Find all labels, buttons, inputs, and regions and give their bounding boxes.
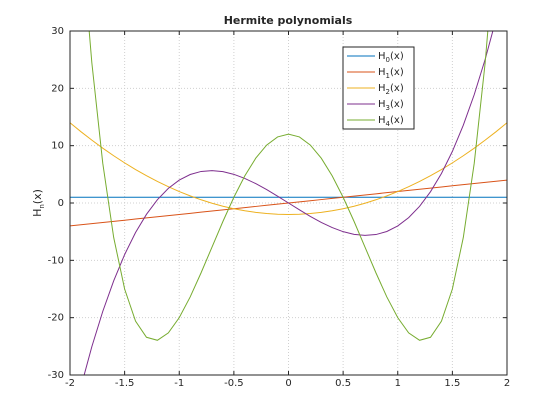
- x-tick-label: -1.5: [115, 378, 135, 389]
- x-tick-label: 0: [285, 378, 291, 389]
- x-tick-label: -2: [65, 378, 75, 389]
- y-tick-label: -30: [48, 370, 64, 381]
- axes-box: [69, 30, 508, 376]
- y-tick-label: 10: [51, 141, 64, 152]
- x-tick-label: -0.5: [224, 378, 244, 389]
- y-axis-label: Hn(x): [31, 189, 46, 217]
- series-line: [88, 31, 489, 341]
- y-tick-label: -10: [48, 255, 64, 266]
- legend-label: H4(x): [378, 115, 404, 128]
- y-tick-label: 30: [51, 26, 64, 37]
- x-tick-label: 1.5: [444, 378, 460, 389]
- x-tick-label: 1: [395, 378, 401, 389]
- legend: H0(x) H1(x) H2(x) H3(x) H4(x): [342, 46, 415, 130]
- y-tick-label: 0: [58, 198, 64, 209]
- x-tick-label: 2: [504, 378, 510, 389]
- legend-label: H1(x): [378, 67, 404, 80]
- y-tick-label: -20: [48, 313, 64, 324]
- legend-label: H2(x): [378, 83, 404, 96]
- lines: [70, 31, 507, 375]
- legend-label: H0(x): [378, 51, 404, 64]
- x-tick-label: 0.5: [335, 378, 351, 389]
- axes: -2 -1.5 -1 -0.5 0 0.5 1 1.5 2 -30 -20 -10 0 10 20 30 Hn(…: [31, 26, 510, 389]
- chart-title: Hermite polynomials: [224, 14, 353, 27]
- y-tick-label: 20: [51, 83, 64, 94]
- x-tick-label: -1: [174, 378, 184, 389]
- legend-label: H3(x): [378, 99, 404, 112]
- series-line: [83, 31, 494, 375]
- series-line: [70, 122, 507, 215]
